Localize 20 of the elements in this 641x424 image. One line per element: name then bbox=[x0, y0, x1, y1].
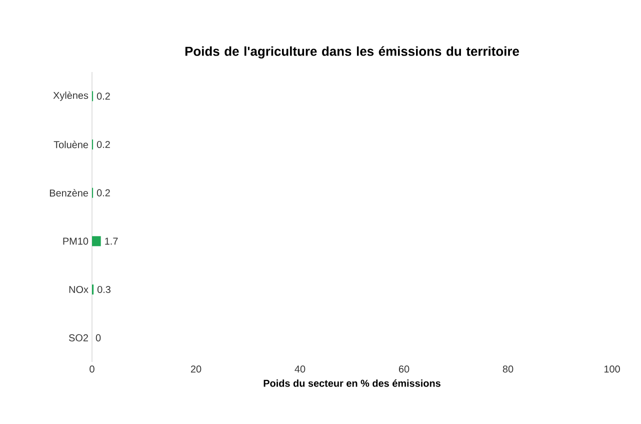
data-label: 0.2 bbox=[96, 189, 110, 196]
data-label: 0.3 bbox=[97, 286, 110, 294]
y-tick-label: Toluène bbox=[54, 140, 88, 148]
y-tick-label: PM10 bbox=[63, 238, 88, 245]
x-tick-label: 60 bbox=[398, 366, 410, 373]
x-tick-label: 80 bbox=[502, 366, 514, 373]
data-label: 0 bbox=[96, 334, 101, 342]
data-label: 1.7 bbox=[105, 238, 118, 245]
y-tick-label: Benzène bbox=[50, 189, 88, 197]
y-tick-label: Xylènes bbox=[53, 91, 88, 101]
data-label: 0.2 bbox=[96, 92, 110, 100]
x-tick-label: 20 bbox=[190, 366, 202, 373]
data-label: 0.2 bbox=[96, 140, 110, 148]
y-tick-label: SO2 bbox=[69, 334, 88, 342]
x-tick-label: 100 bbox=[604, 366, 620, 373]
x-axis-title: Poids du secteur en % des émissions bbox=[264, 379, 440, 387]
x-tick-label: 0 bbox=[90, 366, 94, 373]
y-tick-label: NOx bbox=[69, 286, 88, 294]
chart-title: Poids de l'agriculture dans les émissions du territoire bbox=[185, 46, 520, 59]
x-tick-label: 40 bbox=[294, 366, 306, 373]
